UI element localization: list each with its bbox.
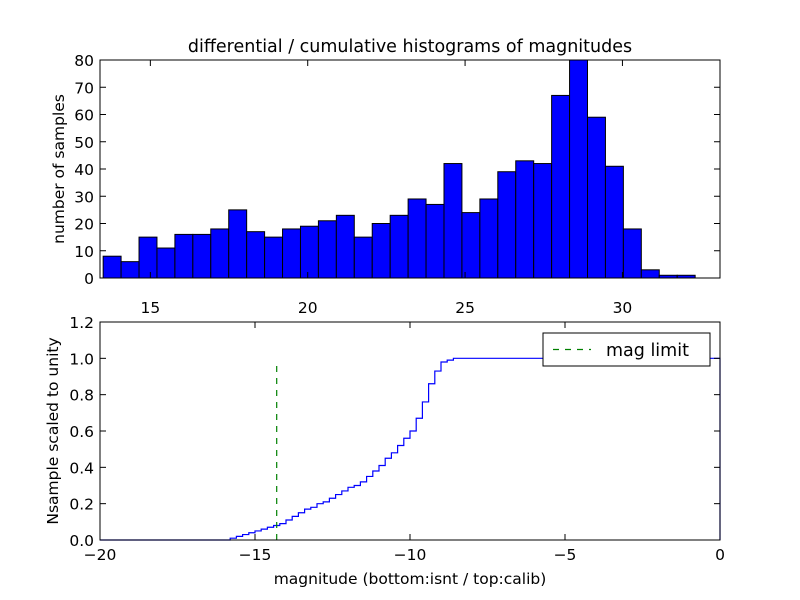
top-y-tick-label-60: 60: [74, 107, 94, 125]
bottom-y-tick-label-2: 0.4: [69, 459, 94, 477]
bottom-y-axis-label: Nsample scaled to unity: [44, 337, 62, 524]
bottom-y-tick-label-5: 1.0: [69, 350, 94, 368]
legend-label-mag-limit: mag limit: [606, 341, 689, 361]
top-y-tick-label-20: 20: [74, 216, 94, 234]
top-y-axis-label: number of samples: [50, 94, 68, 244]
histogram-bars: [102, 59, 696, 279]
histogram-bar-1: [120, 261, 140, 279]
top-axes: 0 10 20 30 40 50 60 70 80 15 20 25 30: [74, 52, 720, 317]
series-line-cumulative: [100, 357, 721, 541]
histogram-bar-10: [282, 228, 301, 279]
cumulative-histogram-panel: 0.0 0.2 0.4 0.6 0.8 1.0 1.2 −20 −15 −10 −5 0 Nsampl…: [44, 314, 725, 588]
bottom-x-tick-label-4: 0: [715, 546, 725, 564]
legend: mag limit: [542, 332, 711, 367]
histogram-bar-18: [425, 203, 445, 279]
histogram-bar-27: [587, 116, 606, 279]
histogram-bar-4: [174, 233, 194, 279]
bottom-y-tick-label-1: 0.2: [69, 496, 94, 514]
histogram-bar-5: [192, 233, 212, 279]
histogram-bar-2: [138, 236, 158, 279]
histogram-bar-8: [246, 231, 266, 279]
histogram-bar-15: [371, 223, 391, 279]
top-y-tick-label-10: 10: [74, 243, 94, 261]
histogram-bar-26: [569, 59, 589, 279]
histogram-bar-6: [210, 228, 230, 279]
histogram-bar-28: [604, 165, 624, 279]
histogram-bar-29: [622, 228, 642, 279]
bottom-x-tick-label-3: −5: [554, 546, 577, 564]
histogram-bar-14: [353, 236, 373, 279]
histogram-bar-21: [479, 198, 499, 279]
histogram-bar-20: [461, 212, 481, 279]
histogram-bar-22: [497, 171, 517, 279]
bottom-x-tick-label-0: −20: [84, 546, 117, 564]
top-x-tick-label-25: 25: [455, 299, 475, 317]
bottom-x-tick-label-2: −10: [394, 546, 427, 564]
top-y-tick-label-40: 40: [74, 161, 94, 179]
top-axes-frame: [99, 59, 721, 279]
bottom-x-axis-label: magnitude (bottom:isnt / top:calib): [274, 570, 547, 588]
bottom-y-tick-label-3: 0.6: [69, 423, 94, 441]
chart-title: differential / cumulative histograms of …: [188, 37, 632, 57]
histogram-bar-25: [551, 94, 571, 279]
differential-histogram-panel: 0 10 20 30 40 50 60 70 80 15 20 25 30 number of samp…: [50, 52, 721, 317]
histogram-bar-17: [407, 198, 427, 279]
histogram-bar-7: [228, 209, 248, 279]
top-x-tick-label-30: 30: [613, 299, 633, 317]
histogram-bar-24: [533, 163, 553, 279]
histogram-bar-11: [299, 225, 319, 279]
top-y-tick-label-0: 0: [84, 270, 94, 288]
top-y-tick-label-80: 80: [74, 52, 94, 70]
histogram-bar-13: [335, 214, 355, 279]
bottom-y-tick-label-6: 1.2: [69, 314, 94, 332]
top-x-tick-label-20: 20: [298, 299, 318, 317]
histogram-bar-19: [443, 163, 463, 279]
histogram-bar-0: [102, 255, 122, 279]
top-y-tick-label-50: 50: [74, 134, 94, 152]
histogram-bar-30: [640, 269, 660, 279]
bottom-y-tick-label-0: 0.0: [69, 532, 94, 550]
top-y-tick-label-70: 70: [74, 79, 94, 97]
bottom-x-tick-label-1: −15: [239, 546, 272, 564]
top-x-tick-label-15: 15: [140, 299, 160, 317]
histogram-bar-23: [515, 160, 535, 279]
cumulative-lines: [100, 357, 721, 541]
histogram-bar-16: [389, 214, 409, 279]
histogram-bar-12: [317, 220, 337, 279]
histogram-bar-9: [264, 236, 284, 279]
histogram-bar-3: [156, 247, 176, 279]
bottom-y-tick-label-4: 0.8: [69, 387, 94, 405]
top-y-tick-label-30: 30: [74, 188, 94, 206]
bottom-axes: 0.0 0.2 0.4 0.6 0.8 1.0 1.2 −20 −15 −10 −5 0: [69, 314, 725, 564]
bottom-axes-frame: [99, 321, 721, 541]
